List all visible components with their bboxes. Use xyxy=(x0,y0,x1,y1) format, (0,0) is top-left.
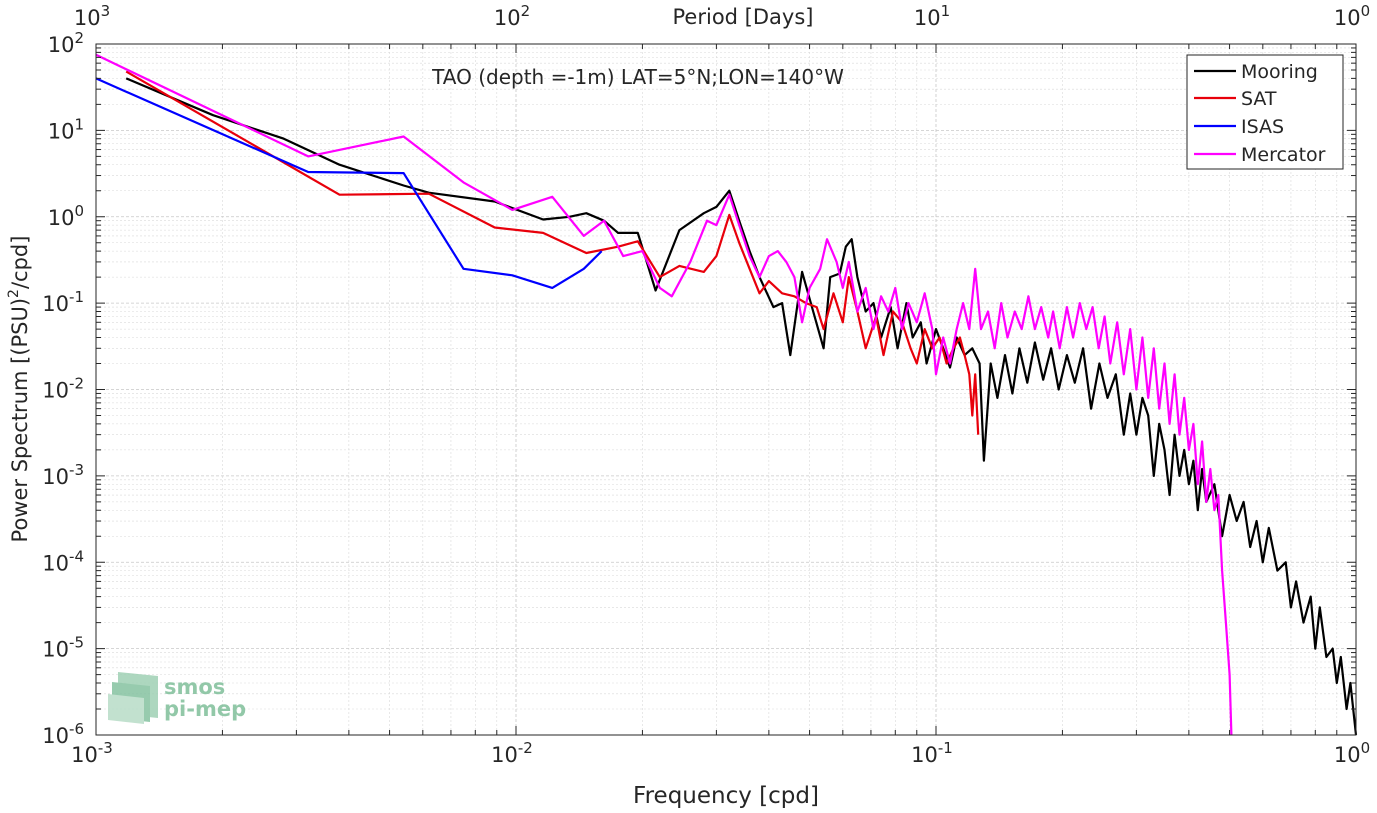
y-tick-label: 100 xyxy=(48,202,84,230)
series-line-mercator xyxy=(95,53,1233,736)
y-tick-label: 101 xyxy=(48,115,84,143)
y-tick-label: 10-2 xyxy=(42,375,84,403)
legend-box xyxy=(1186,54,1344,170)
logo-text-pimep: pi-mep xyxy=(164,697,246,721)
legend-label-mooring: Mooring xyxy=(1241,61,1318,83)
x-tick-label: 100 xyxy=(1334,739,1370,767)
y-tick-label: 10-6 xyxy=(42,720,84,748)
x-tick-label: 10-2 xyxy=(491,739,533,767)
legend-entry-mercator: Mercator xyxy=(1194,144,1326,166)
plot-area-frame xyxy=(95,43,1357,736)
y-axis-label-sup: 2 xyxy=(6,289,22,298)
legend: Mooring SAT ISAS Mercator xyxy=(1186,54,1344,170)
legend-label-isas: ISAS xyxy=(1241,116,1284,138)
legend-label-mercator: Mercator xyxy=(1241,144,1326,166)
top-tick-label: 100 xyxy=(1334,2,1370,30)
top-tick-label: 101 xyxy=(914,2,950,30)
series-line-isas xyxy=(95,77,603,289)
x-tick-label: 10-3 xyxy=(71,739,113,767)
y-axis-label: Power Spectrum [(PSU)2/cpd] xyxy=(6,236,32,543)
top-tick-label: 103 xyxy=(74,2,110,30)
legend-label-sat: SAT xyxy=(1241,88,1277,110)
chart-title: TAO (depth =-1m) LAT=5°N;LON=140°W xyxy=(431,65,844,89)
legend-entry-mooring: Mooring xyxy=(1194,61,1318,83)
y-tick-label: 102 xyxy=(48,29,84,57)
y-axis-label-main: Power Spectrum [(PSU) xyxy=(8,298,32,543)
legend-entry-sat: SAT xyxy=(1194,88,1277,110)
series-line-mooring xyxy=(125,77,1358,736)
legend-entry-isas: ISAS xyxy=(1194,116,1284,138)
y-tick-label: 10-3 xyxy=(42,461,84,489)
x-tick-label: 10-1 xyxy=(911,739,953,767)
y-tick-label: 10-4 xyxy=(42,547,84,575)
series-line-sat xyxy=(125,70,980,435)
y-axis-label-suffix: /cpd] xyxy=(8,236,32,289)
series-layer xyxy=(95,53,1358,736)
logo-graphic xyxy=(108,672,158,724)
top-axis-label: Period [Days] xyxy=(673,5,814,29)
x-axis-label: Frequency [cpd] xyxy=(633,783,819,809)
logo-text-smos: smos xyxy=(164,675,225,699)
top-tick-label: 102 xyxy=(494,2,530,30)
y-tick-label: 10-1 xyxy=(42,288,84,316)
y-tick-label: 10-5 xyxy=(42,634,84,662)
smos-pimep-logo: smos pi-mep xyxy=(108,672,246,724)
